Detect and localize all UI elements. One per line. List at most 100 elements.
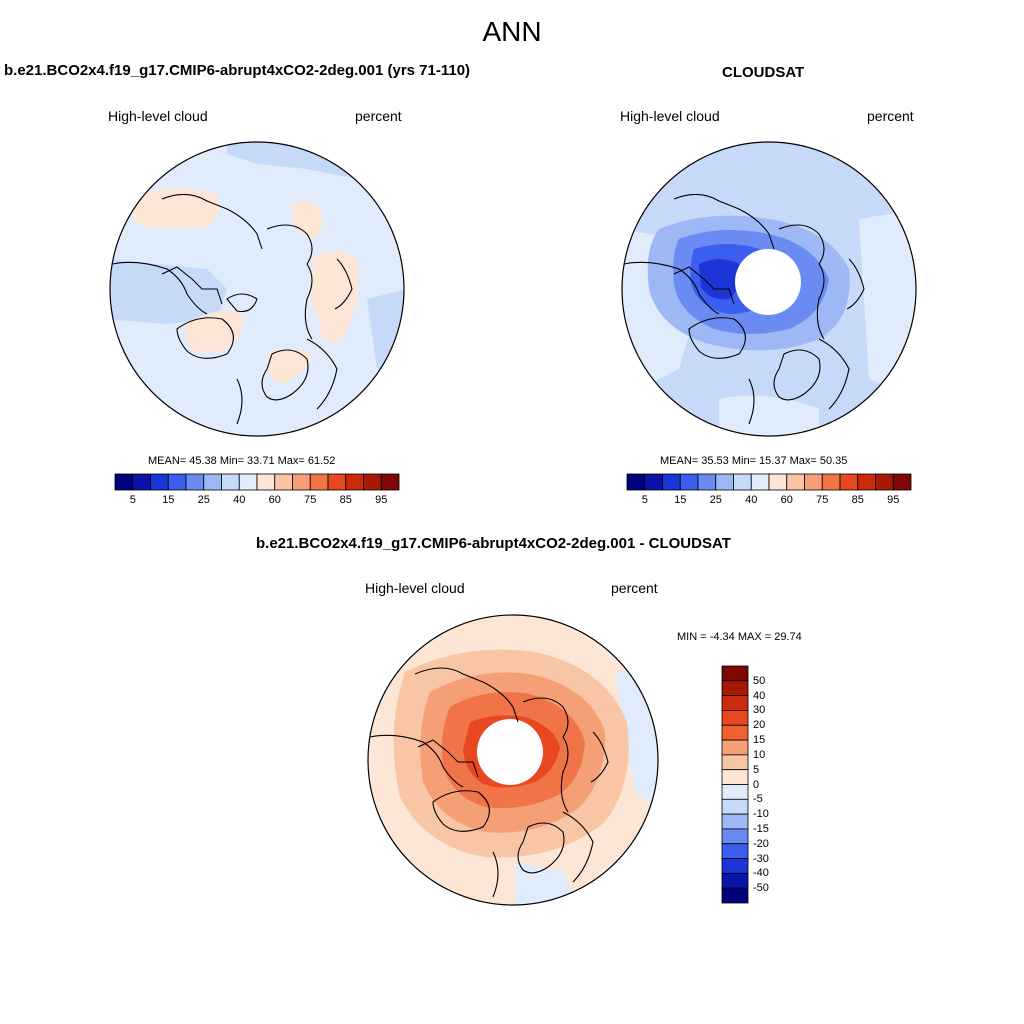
colorbar-model-swatch (363, 473, 382, 491)
colorbar-diff-swatch (721, 813, 749, 830)
colorbar-obs-tick-label: 60 (780, 494, 793, 506)
panel-model-variable-label: High-level cloud (108, 108, 208, 124)
colorbar-diff-swatch (721, 784, 749, 800)
colorbar-diff-tick-label: 10 (753, 748, 766, 761)
colorbar-diff-tick-label: 50 (753, 674, 766, 687)
colorbar-obs-tick-label: 75 (816, 494, 829, 506)
colorbar-diff-tick-label: -15 (753, 822, 769, 835)
colorbar-model-swatch (256, 473, 276, 491)
colorbar-diff-tick-label: 30 (753, 704, 766, 717)
colorbar-obs (626, 473, 912, 491)
panel-title-diff: b.e21.BCO2x4.f19_g17.CMIP6-abrupt4xCO2-2… (256, 535, 731, 552)
colorbar-model-swatch (132, 473, 151, 491)
colorbar-model-swatch (221, 473, 240, 491)
colorbar-diff-tick-label: -50 (753, 882, 769, 895)
panel-title-obs: CLOUDSAT (722, 64, 805, 81)
colorbar-diff-tick-label: 15 (753, 734, 766, 747)
colorbar-obs-swatch (733, 473, 752, 491)
colorbar-model-tick-label: 60 (268, 494, 281, 506)
colorbar-model-tick-label: 75 (304, 494, 317, 506)
panel-diff-variable-label: High-level cloud (365, 580, 465, 596)
colorbar-diff-tick-label: -30 (753, 852, 769, 865)
colorbar-diff-tick-label: 40 (753, 689, 766, 702)
colorbar-obs-tick-label: 95 (887, 494, 900, 506)
colorbar-model-swatch (327, 473, 347, 491)
colorbar-diff-swatch (721, 798, 749, 815)
colorbar-diff-swatch (721, 739, 749, 756)
colorbar-obs-swatch (715, 473, 734, 491)
colorbar-diff-tick-label: 0 (753, 778, 760, 791)
colorbar-obs-swatch (839, 473, 859, 491)
colorbar-model-tick-label: 40 (233, 494, 246, 506)
colorbar-model-swatch (167, 473, 187, 491)
colorbar-obs-swatch (786, 473, 805, 491)
colorbar-model-tick-label: 95 (375, 494, 388, 506)
colorbar-diff-swatch (721, 843, 749, 859)
colorbar-diff-tick-label: -20 (753, 837, 769, 850)
colorbar-obs-tick-label: 25 (709, 494, 722, 506)
colorbar-obs-swatch (644, 473, 663, 491)
colorbar-diff-swatch (721, 887, 749, 904)
colorbar-diff-swatch (721, 872, 749, 889)
colorbar-model-swatch (203, 473, 222, 491)
panel-title-model: b.e21.BCO2x4.f19_g17.CMIP6-abrupt4xCO2-2… (4, 62, 471, 79)
colorbar-obs-swatch (750, 473, 770, 491)
colorbar-obs-tick-label: 5 (641, 494, 648, 506)
panel-obs-stats: MEAN= 35.53 Min= 15.37 Max= 50.35 (660, 455, 848, 467)
panel-diff-units-label: percent (611, 580, 658, 596)
colorbar-diff-tick-label: -10 (753, 808, 769, 821)
colorbar-model-swatch (150, 473, 169, 491)
colorbar-obs-ticks: 5 15 25 40 60 75 85 95 (627, 494, 911, 508)
colorbar-diff-swatch (721, 680, 749, 697)
colorbar-diff-swatch (721, 695, 749, 711)
colorbar-model-tick-label: 25 (197, 494, 210, 506)
colorbar-model-swatch (114, 473, 134, 491)
colorbar-model-swatch (185, 473, 205, 491)
colorbar-model (114, 473, 400, 491)
colorbar-diff-tick-label: -5 (753, 793, 763, 806)
panel-obs-variable-label: High-level cloud (620, 108, 720, 124)
colorbar-model-swatch (274, 473, 293, 491)
colorbar-model-swatch (238, 473, 258, 491)
colorbar-diff-tick-label: 5 (753, 763, 760, 776)
colorbar-diff-tick-label: 20 (753, 719, 766, 732)
colorbar-model-tick-label: 85 (339, 494, 352, 506)
page-title: ANN (482, 16, 542, 47)
colorbar-obs-swatch (804, 473, 823, 491)
colorbar-model-swatch (309, 473, 329, 491)
colorbar-obs-swatch (697, 473, 717, 491)
colorbar-model-swatch (380, 473, 400, 491)
panel-model-stats: MEAN= 45.38 Min= 33.71 Max= 61.52 (148, 455, 336, 467)
colorbar-diff-swatch (721, 665, 749, 682)
panel-model-units-label: percent (355, 108, 402, 124)
colorbar-diff-ticks: 50 40 30 20 15 10 5 0 -5 -10 -15 -20 -30 -40 -50 (753, 666, 793, 903)
colorbar-obs-swatch (768, 473, 788, 491)
colorbar-model-swatch (345, 473, 364, 491)
colorbar-model-swatch (292, 473, 311, 491)
colorbar-diff-swatch (721, 828, 749, 845)
colorbar-model-tick-label: 5 (129, 494, 136, 506)
colorbar-obs-tick-label: 15 (674, 494, 687, 506)
colorbar-diff (721, 665, 749, 904)
colorbar-diff-swatch (721, 710, 749, 726)
colorbar-model-tick-label: 15 (162, 494, 175, 506)
colorbar-obs-swatch (875, 473, 894, 491)
colorbar-obs-tick-label: 40 (745, 494, 758, 506)
colorbar-diff-swatch (721, 858, 749, 874)
colorbar-diff-tick-label: -40 (753, 867, 769, 880)
colorbar-model-ticks: 5 15 25 40 60 75 85 95 (115, 494, 399, 508)
colorbar-obs-tick-label: 85 (851, 494, 864, 506)
colorbar-obs-swatch (857, 473, 876, 491)
colorbar-diff-swatch (721, 724, 749, 741)
colorbar-obs-swatch (821, 473, 841, 491)
panel-diff-stats: MIN = -4.34 MAX = 29.74 (677, 631, 802, 643)
colorbar-obs-swatch (626, 473, 646, 491)
polar-map-model (109, 141, 405, 437)
polar-map-diff (367, 614, 659, 906)
polar-map-obs (621, 141, 917, 437)
colorbar-obs-swatch (662, 473, 681, 491)
colorbar-obs-swatch (892, 473, 912, 491)
colorbar-diff-swatch (721, 754, 749, 771)
colorbar-obs-swatch (679, 473, 699, 491)
colorbar-diff-swatch (721, 769, 749, 785)
